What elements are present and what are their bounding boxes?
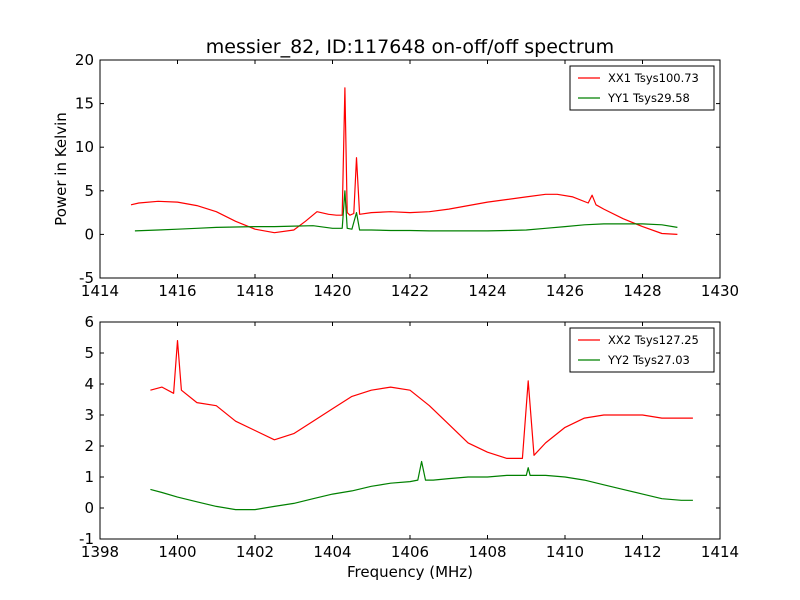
x-tick-label: 1410: [546, 543, 584, 561]
legend-box: [569, 327, 715, 373]
x-tick-label: 1406: [391, 543, 429, 561]
series-line-2-2: [150, 460, 693, 511]
series-line-2-1: [150, 340, 693, 459]
y-tick-label: -1: [79, 530, 94, 548]
x-tick-label: 1426: [546, 282, 584, 300]
subplot-1: 1414 1416 1418 1420 1422 1424 1426 1428 1430 -5 0 5…: [52, 51, 739, 300]
x-tick-label: 1414: [701, 543, 739, 561]
y-tick-label: 3: [84, 406, 94, 424]
y-tick-label: -5: [79, 269, 94, 287]
legend-1: XX1 Tsys100.73 YY1 Tsys29.58: [569, 65, 715, 111]
legend-box: [569, 65, 715, 111]
x-tick-label: 1414: [81, 282, 119, 300]
x-tick-label: 1420: [313, 282, 351, 300]
x-tick-label: 1400: [158, 543, 196, 561]
x-tick-label: 1408: [468, 543, 506, 561]
y-tick-label: 10: [75, 138, 94, 156]
x-tick-label: 1424: [468, 282, 506, 300]
series-line-1-2: [134, 190, 678, 232]
y-tick-label: 15: [75, 95, 94, 113]
x-tick-label: 1404: [313, 543, 351, 561]
legend-entry: XX1 Tsys100.73: [608, 71, 699, 85]
legend-entry: YY2 Tsys27.03: [607, 353, 690, 367]
y-tick-label: 20: [75, 51, 94, 69]
y-tick-label: 1: [84, 468, 94, 486]
x-tick-label: 1418: [236, 282, 274, 300]
x-tick-label: 1412: [623, 543, 661, 561]
x-axis-label: Frequency (MHz): [347, 563, 473, 581]
x-tick-label: 1422: [391, 282, 429, 300]
y-tick-label: 0: [84, 499, 94, 517]
y-axis-label: Power in Kelvin: [52, 112, 70, 226]
y-tick-label: 0: [84, 225, 94, 243]
y-tick-label: 6: [84, 313, 94, 331]
y-tick-label: 2: [84, 437, 94, 455]
y-tick-label: 5: [84, 182, 94, 200]
x-tick-label: 1398: [81, 543, 119, 561]
legend-entry: YY1 Tsys29.58: [607, 91, 690, 105]
subplot-2: 1398 1400 1402 1404 1406 1408 1410 1412 1414 -1 0 1…: [79, 313, 739, 561]
figure-title: messier_82, ID:117648 on-off/off spectru…: [206, 36, 614, 58]
x-tick-label: 1416: [158, 282, 196, 300]
plots: 1414 1416 1418 1420 1422 1424 1426 1428 1430-505…: [52, 51, 739, 561]
x-tick-label: 1402: [236, 543, 274, 561]
x-tick-label: 1428: [623, 282, 661, 300]
legend-2: XX2 Tsys127.25 YY2 Tsys27.03: [569, 327, 715, 373]
y-tick-label: 5: [84, 344, 94, 362]
y-tick-label: 4: [84, 375, 94, 393]
x-tick-label: 1430: [701, 282, 739, 300]
legend-entry: XX2 Tsys127.25: [608, 333, 699, 347]
